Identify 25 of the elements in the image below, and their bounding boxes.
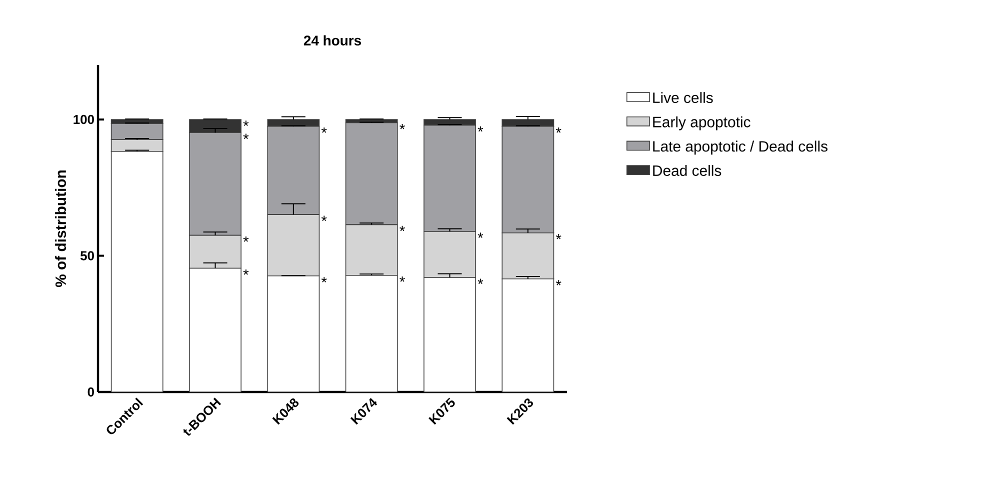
legend-label: Live cells — [653, 92, 713, 104]
annotation: * — [321, 216, 327, 222]
annotation: * — [478, 126, 484, 132]
annotation: * — [556, 234, 562, 240]
annotation: * — [243, 269, 249, 275]
legend-label: Late apoptotic / Dead cells — [653, 140, 828, 155]
annotation: * — [243, 236, 249, 242]
annotation: * — [400, 276, 405, 282]
y-tick-label: 100 — [74, 114, 94, 124]
y-axis-title: % of distribution — [55, 170, 66, 288]
y-tick-label: 0 — [88, 387, 94, 397]
annotation: * — [478, 232, 484, 238]
y-tick-label: 50 — [80, 251, 94, 260]
chart-title: 24 hours — [304, 35, 361, 46]
annotation: * — [556, 127, 562, 133]
annotation: * — [400, 226, 405, 232]
legend-label: Early apoptotic — [653, 116, 750, 130]
annotation: * — [321, 277, 327, 282]
annotation: * — [321, 127, 327, 133]
annotation: * — [400, 124, 405, 130]
legend-label: Dead cells — [653, 164, 722, 176]
annotation: * — [556, 280, 562, 286]
annotation: * — [243, 134, 249, 140]
annotation: * — [478, 278, 484, 284]
annotation: * — [243, 120, 249, 126]
